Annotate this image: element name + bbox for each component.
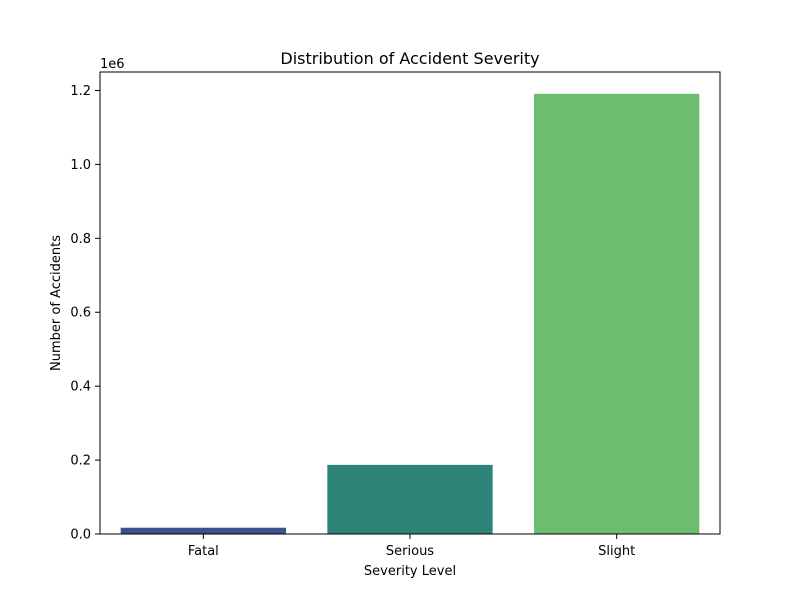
y-ticks-group: 0.0 0.2 0.4 0.6 0.8 1.0 1.2 bbox=[70, 84, 100, 543]
bars-group bbox=[120, 93, 700, 534]
bar-fatal bbox=[120, 527, 286, 534]
y-tick-label: 0.4 bbox=[70, 380, 91, 395]
y-axis-label: Number of Accidents bbox=[49, 235, 64, 371]
y-tick-label: 1.2 bbox=[70, 84, 91, 99]
y-tick-label: 0.6 bbox=[70, 306, 91, 321]
x-ticks-group: Fatal Serious Slight bbox=[188, 534, 635, 559]
x-tick-label: Slight bbox=[598, 544, 635, 559]
y-tick-label: 1.0 bbox=[70, 158, 91, 173]
x-tick-label: Fatal bbox=[188, 544, 219, 559]
x-axis-label: Severity Level bbox=[364, 564, 456, 579]
y-offset-label: 1e6 bbox=[100, 57, 125, 72]
chart-title: Distribution of Accident Severity bbox=[280, 49, 539, 68]
plot-frame bbox=[99, 71, 721, 535]
y-tick-label: 0.2 bbox=[70, 454, 91, 469]
x-tick-label: Serious bbox=[386, 544, 434, 559]
bar-slight bbox=[534, 93, 700, 534]
y-tick-label: 0.8 bbox=[70, 232, 91, 247]
y-tick-label: 0.0 bbox=[70, 528, 91, 543]
bar-serious bbox=[327, 464, 493, 534]
